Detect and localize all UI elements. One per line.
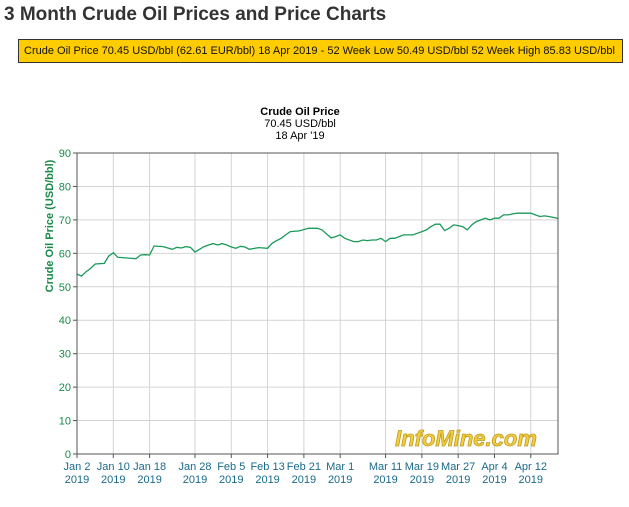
- x-tick-year: 2019: [137, 474, 161, 486]
- x-tick-label: Jan 18: [133, 461, 166, 473]
- x-tick-year: 2019: [482, 474, 506, 486]
- x-tick-year: 2019: [519, 474, 543, 486]
- x-tick-year: 2019: [65, 474, 89, 486]
- page-title: 3 Month Crude Oil Prices and Price Chart…: [4, 4, 387, 25]
- x-tick-year: 2019: [373, 474, 397, 486]
- y-tick-label: 40: [59, 315, 71, 327]
- x-tick-label: Jan 28: [178, 461, 211, 473]
- x-tick-year: 2019: [219, 474, 243, 486]
- y-tick-label: 10: [59, 416, 71, 428]
- x-tick-year: 2019: [183, 474, 207, 486]
- plot-area: [77, 153, 558, 454]
- y-tick-label: 20: [59, 382, 71, 394]
- watermark-logo: InfoMine.com: [395, 426, 537, 451]
- y-tick-label: 30: [59, 349, 71, 361]
- x-tick-year: 2019: [255, 474, 279, 486]
- chart-date-label: 18 Apr '19: [275, 130, 324, 142]
- x-tick-label: Jan 2: [64, 461, 91, 473]
- y-tick-label: 50: [59, 282, 71, 294]
- y-tick-label: 70: [59, 215, 71, 227]
- ticker-price: 70.45 USD/bbl: [101, 45, 174, 57]
- y-tick-label: 60: [59, 248, 71, 260]
- ticker-high-value: 85.83 USD/bbl: [543, 45, 615, 57]
- x-tick-label: Apr 12: [515, 461, 547, 473]
- ticker-price-eur: (62.61 EUR/bbl): [176, 45, 256, 57]
- x-tick-label: Mar 27: [441, 461, 475, 473]
- y-axis-ticks: 0 10 20 30 40 50 60 70 80 90: [59, 148, 77, 461]
- x-tick-label: Feb 13: [250, 461, 284, 473]
- chart-subtitle: 70.45 USD/bbl: [264, 118, 336, 130]
- ticker-label: Crude Oil Price: [24, 45, 99, 57]
- x-tick-year: 2019: [446, 474, 470, 486]
- x-tick-label: Feb 5: [217, 461, 245, 473]
- ticker-date: 18 Apr 2019: [258, 45, 318, 57]
- x-tick-label: Mar 11: [369, 461, 402, 473]
- y-tick-label: 0: [65, 449, 71, 461]
- x-tick-year: 2019: [101, 474, 125, 486]
- ticker-separator: -: [320, 45, 325, 57]
- x-tick-label: Jan 10: [97, 461, 130, 473]
- x-tick-label: Feb 21: [287, 461, 321, 473]
- ticker-low-label: 52 Week Low: [327, 45, 394, 57]
- x-tick-year: 2019: [292, 474, 316, 486]
- ticker-high-label: 52 Week High: [471, 45, 541, 57]
- x-tick-label: Mar 19: [405, 461, 439, 473]
- grid-lines: [76, 152, 558, 455]
- y-tick-label: 90: [59, 148, 71, 160]
- x-tick-year: 2019: [410, 474, 434, 486]
- price-ticker-bar: Crude Oil Price 70.45 USD/bbl (62.61 EUR…: [18, 39, 623, 63]
- y-tick-label: 80: [59, 181, 71, 193]
- y-axis-label: Crude Oil Price (USD/bbl): [44, 159, 56, 292]
- price-series-line: [76, 212, 559, 277]
- x-tick-label: Mar 1: [326, 461, 354, 473]
- ticker-low-value: 50.49 USD/bbl: [396, 45, 469, 57]
- chart-title: Crude Oil Price: [260, 106, 339, 118]
- x-tick-label: Apr 4: [481, 461, 507, 473]
- plot-border: [76, 152, 559, 455]
- x-tick-year: 2019: [328, 474, 352, 486]
